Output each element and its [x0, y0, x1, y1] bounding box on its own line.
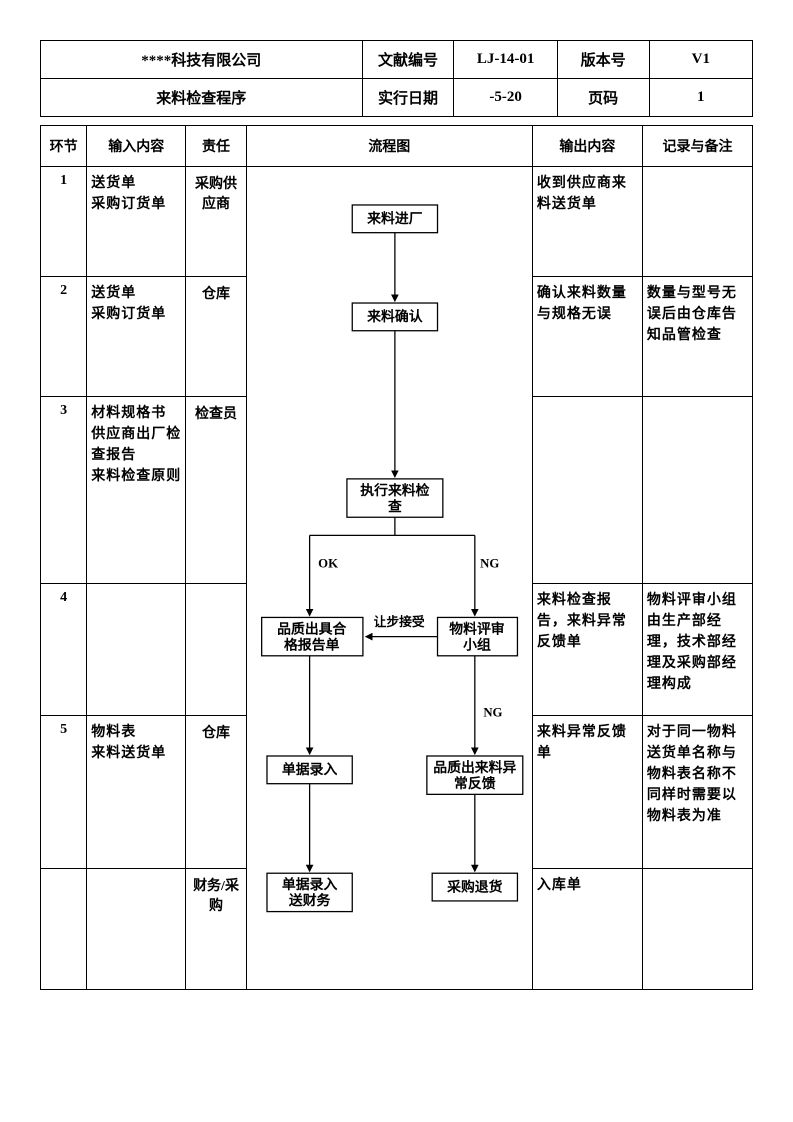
doc-no-label: 文献编号 — [362, 41, 454, 79]
notes-cell: 物料评审小组由生产部经理，技术部经理及采购部经理构成 — [642, 583, 752, 715]
output-cell: 收到供应商来料送货单 — [532, 167, 642, 277]
step-num: 4 — [41, 583, 87, 715]
output-cell: 来料异常反馈单 — [532, 715, 642, 869]
flow-node: 执行来料检 — [360, 482, 429, 498]
flow-node: 物料评审 — [449, 620, 504, 636]
flow-node: 小组 — [463, 636, 491, 652]
table-row: 1 送货单采购订货单 采购供应商 来料进厂 来料确认 执 — [41, 167, 753, 277]
flow-label-ng2: NG — [483, 706, 502, 720]
col-notes: 记录与备注 — [642, 126, 752, 167]
notes-cell: 对于同一物料送货单名称与物料表名称不同样时需要以物料表为准 — [642, 715, 752, 869]
doc-header-table: ****科技有限公司 文献编号 LJ-14-01 版本号 V1 来料检查程序 实… — [40, 40, 753, 117]
input-cell: 材料规格书供应商出厂检查报告来料检查原则 — [87, 397, 186, 584]
step-num — [41, 869, 87, 990]
output-cell: 入库单 — [532, 869, 642, 990]
flow-node: 单据录入 — [282, 876, 338, 892]
flow-node: 查 — [387, 498, 402, 514]
page-label: 页码 — [557, 79, 649, 117]
flow-node: 来料进厂 — [366, 210, 423, 226]
step-num: 3 — [41, 397, 87, 584]
table-header-row: 环节 输入内容 责任 流程图 输出内容 记录与备注 — [41, 126, 753, 167]
doc-no: LJ-14-01 — [454, 41, 557, 79]
output-cell: 来料检查报告，来料异常反馈单 — [532, 583, 642, 715]
version: V1 — [649, 41, 752, 79]
flowchart-svg: 来料进厂 来料确认 执行来料检 查 OK NG 品质出具合 — [251, 173, 528, 983]
notes-cell — [642, 869, 752, 990]
flow-node: 品质出来料异 — [433, 759, 516, 775]
input-cell: 送货单采购订货单 — [87, 276, 186, 397]
flow-label-ng: NG — [480, 556, 499, 570]
output-cell — [532, 397, 642, 584]
flow-node: 常反馈 — [454, 775, 496, 791]
col-resp: 责任 — [186, 126, 247, 167]
output-cell: 确认来料数量与规格无误 — [532, 276, 642, 397]
resp-cell: 仓库 — [186, 715, 247, 869]
resp-cell: 仓库 — [186, 276, 247, 397]
flowchart-cell: 来料进厂 来料确认 执行来料检 查 OK NG 品质出具合 — [246, 167, 532, 990]
col-output: 输出内容 — [532, 126, 642, 167]
input-cell: 送货单采购订货单 — [87, 167, 186, 277]
doc-title: 来料检查程序 — [41, 79, 363, 117]
flow-node: 单据录入 — [282, 761, 338, 777]
flow-node: 品质出具合 — [277, 620, 346, 636]
col-step: 环节 — [41, 126, 87, 167]
resp-cell: 采购供应商 — [186, 167, 247, 277]
notes-cell — [642, 397, 752, 584]
flow-node: 采购退货 — [447, 878, 503, 894]
flow-node: 格报告单 — [284, 636, 340, 652]
input-cell — [87, 583, 186, 715]
col-input: 输入内容 — [87, 126, 186, 167]
process-table: 环节 输入内容 责任 流程图 输出内容 记录与备注 1 送货单采购订货单 采购供… — [40, 125, 753, 990]
notes-cell: 数量与型号无误后由仓库告知品管检查 — [642, 276, 752, 397]
version-label: 版本号 — [557, 41, 649, 79]
input-cell: 物料表来料送货单 — [87, 715, 186, 869]
date-label: 实行日期 — [362, 79, 454, 117]
resp-cell: 检查员 — [186, 397, 247, 584]
step-num: 5 — [41, 715, 87, 869]
step-num: 1 — [41, 167, 87, 277]
notes-cell — [642, 167, 752, 277]
step-num: 2 — [41, 276, 87, 397]
page: 1 — [649, 79, 752, 117]
resp-cell: 财务/采购 — [186, 869, 247, 990]
flow-node: 送财务 — [288, 892, 331, 908]
date: -5-20 — [454, 79, 557, 117]
flow-label-ok: OK — [318, 556, 338, 570]
resp-cell — [186, 583, 247, 715]
input-cell — [87, 869, 186, 990]
company-name: ****科技有限公司 — [41, 41, 363, 79]
col-flow: 流程图 — [246, 126, 532, 167]
flow-node: 来料确认 — [366, 308, 423, 324]
flow-label-concession: 让步接受 — [373, 614, 424, 629]
